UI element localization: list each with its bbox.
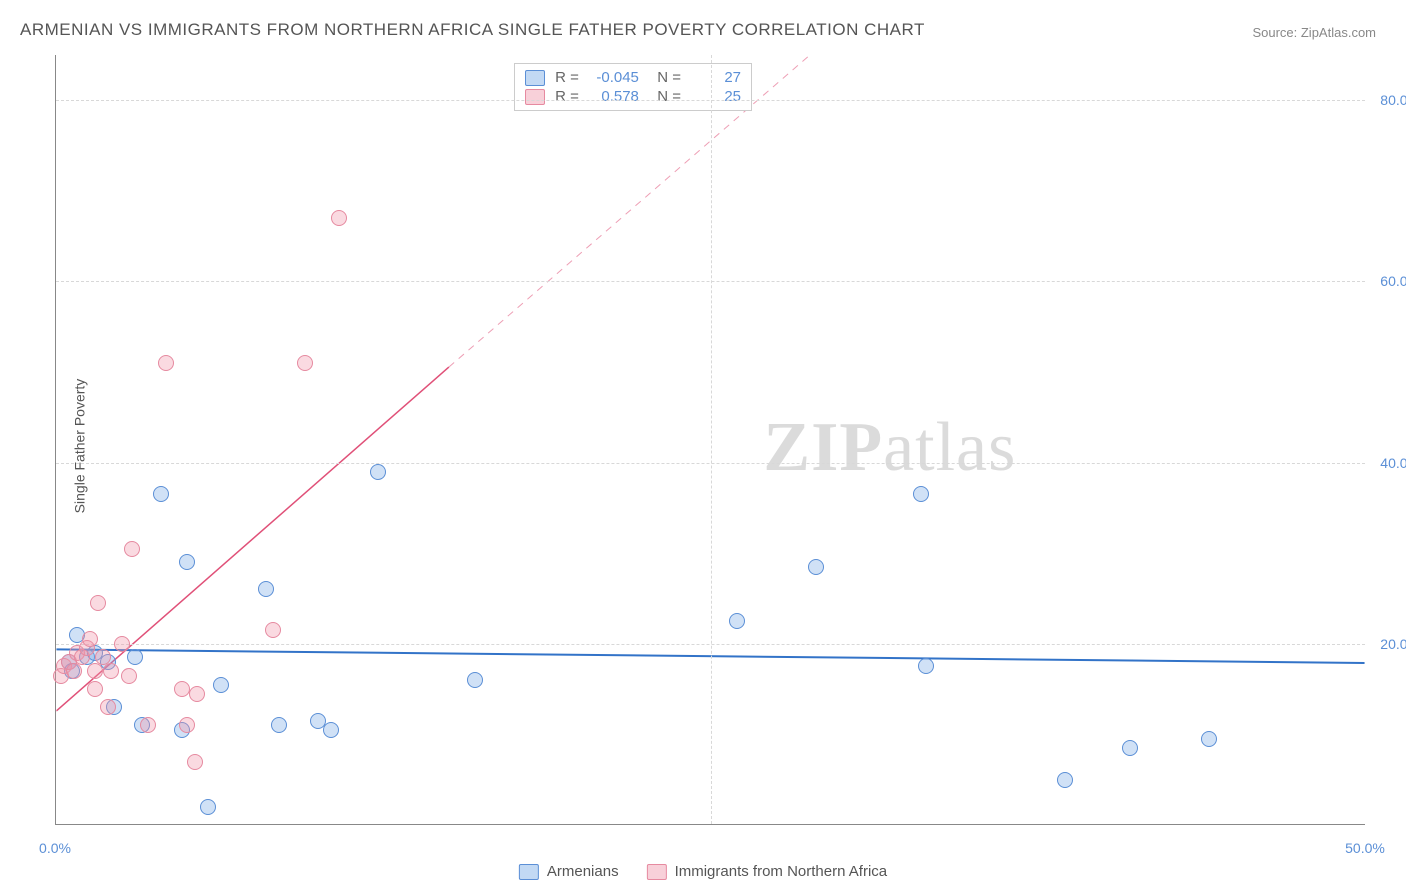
legend-label: Armenians: [547, 863, 619, 880]
scatter-point-armenians: [918, 658, 934, 674]
legend-stat-row: R = -0.045 N = 27: [525, 68, 741, 87]
stat-r-label: R =: [555, 88, 579, 105]
legend-item: Armenians: [519, 863, 619, 880]
y-tick-label: 80.0%: [1370, 92, 1406, 108]
legend-swatch-pink-icon: [525, 89, 545, 105]
bottom-legend: Armenians Immigrants from Northern Africa: [519, 863, 887, 880]
scatter-point-armenians: [153, 486, 169, 502]
y-tick-label: 40.0%: [1370, 455, 1406, 471]
stat-n-value: 25: [691, 88, 741, 105]
scatter-point-armenians: [370, 464, 386, 480]
scatter-point-northern-africa: [265, 622, 281, 638]
scatter-point-armenians: [729, 613, 745, 629]
scatter-point-armenians: [1122, 740, 1138, 756]
scatter-point-northern-africa: [179, 717, 195, 733]
scatter-point-northern-africa: [297, 355, 313, 371]
scatter-point-northern-africa: [331, 210, 347, 226]
stat-n-label: N =: [649, 69, 681, 86]
scatter-point-northern-africa: [66, 663, 82, 679]
watermark: ZIPatlas: [763, 408, 1016, 488]
legend-swatch-pink-icon: [647, 864, 667, 880]
scatter-point-northern-africa: [140, 717, 156, 733]
scatter-point-northern-africa: [158, 355, 174, 371]
scatter-point-armenians: [200, 799, 216, 815]
chart-title: ARMENIAN VS IMMIGRANTS FROM NORTHERN AFR…: [20, 20, 925, 40]
stat-r-value: -0.045: [589, 69, 639, 86]
scatter-point-armenians: [1201, 731, 1217, 747]
scatter-point-northern-africa: [187, 754, 203, 770]
legend-stats-box: R = -0.045 N = 27R = 0.578 N = 25: [514, 63, 752, 111]
plot-area: R = -0.045 N = 27R = 0.578 N = 25 ZIPatl…: [55, 55, 1365, 825]
scatter-point-armenians: [271, 717, 287, 733]
scatter-point-northern-africa: [87, 681, 103, 697]
scatter-point-northern-africa: [82, 631, 98, 647]
stat-n-label: N =: [649, 88, 681, 105]
scatter-point-northern-africa: [114, 636, 130, 652]
scatter-point-armenians: [808, 559, 824, 575]
stat-n-value: 27: [691, 69, 741, 86]
legend-swatch-blue-icon: [525, 70, 545, 86]
source-label: Source: ZipAtlas.com: [1252, 25, 1376, 40]
scatter-point-northern-africa: [90, 595, 106, 611]
scatter-point-northern-africa: [87, 663, 103, 679]
scatter-point-northern-africa: [103, 663, 119, 679]
scatter-point-northern-africa: [189, 686, 205, 702]
scatter-point-armenians: [323, 722, 339, 738]
legend-swatch-blue-icon: [519, 864, 539, 880]
scatter-point-armenians: [913, 486, 929, 502]
scatter-point-northern-africa: [124, 541, 140, 557]
scatter-point-northern-africa: [174, 681, 190, 697]
stat-r-label: R =: [555, 69, 579, 86]
legend-stat-row: R = 0.578 N = 25: [525, 87, 741, 106]
scatter-point-northern-africa: [100, 699, 116, 715]
scatter-point-armenians: [258, 581, 274, 597]
scatter-point-armenians: [127, 649, 143, 665]
scatter-point-armenians: [467, 672, 483, 688]
scatter-point-armenians: [179, 554, 195, 570]
scatter-point-northern-africa: [121, 668, 137, 684]
scatter-point-armenians: [1057, 772, 1073, 788]
y-tick-label: 60.0%: [1370, 273, 1406, 289]
gridline-vertical: [711, 55, 712, 824]
stat-r-value: 0.578: [589, 88, 639, 105]
legend-label: Immigrants from Northern Africa: [675, 863, 888, 880]
y-tick-label: 20.0%: [1370, 636, 1406, 652]
legend-item: Immigrants from Northern Africa: [647, 863, 888, 880]
scatter-point-armenians: [213, 677, 229, 693]
x-tick-label: 0.0%: [39, 840, 71, 856]
x-tick-label: 50.0%: [1345, 840, 1385, 856]
